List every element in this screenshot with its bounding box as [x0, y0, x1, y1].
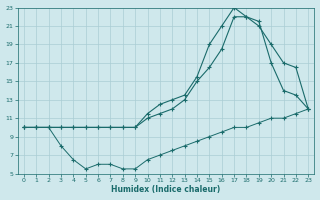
X-axis label: Humidex (Indice chaleur): Humidex (Indice chaleur)	[111, 185, 221, 194]
